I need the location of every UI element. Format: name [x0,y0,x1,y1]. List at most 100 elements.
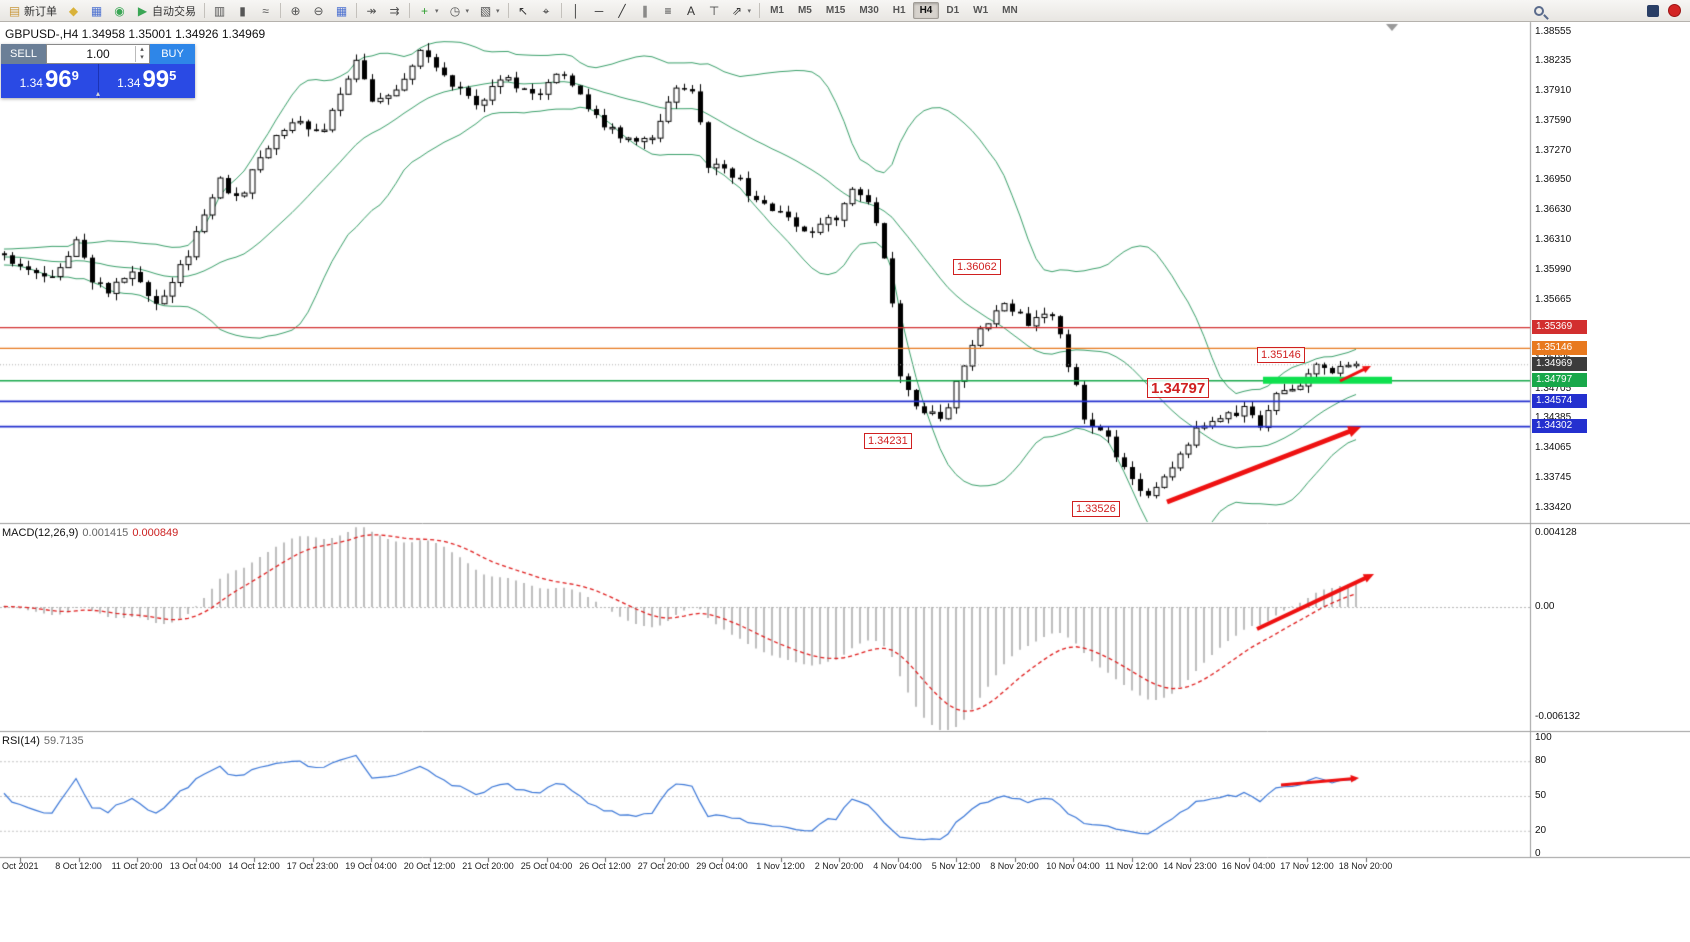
candlestick-chart-button[interactable]: ▮ [231,1,254,20]
toolbar-separator [507,3,509,18]
chart-shift-icon: ⇉ [389,3,400,18]
tile-windows-button[interactable]: ▦ [330,1,353,20]
crosshair-button[interactable]: ⌖ [535,1,558,20]
rsi-indicator-label: RSI(14) 59.7135 [2,735,84,747]
periods-button[interactable]: ◷ ▾ [444,1,475,20]
timeframe-d1-button[interactable]: D1 [939,2,966,19]
timeframe-h1-button[interactable]: H1 [886,2,913,19]
dropdown-caret-icon: ▾ [465,7,470,15]
bar-chart-button[interactable]: ▥ [208,1,231,20]
dropdown-caret-icon: ▾ [496,7,500,15]
channel-button[interactable]: ∥ [634,1,657,20]
auto-trading-button[interactable]: ▶ 自动交易 [131,1,201,20]
indicators-button[interactable]: + ▾ [413,1,444,20]
toolbar-separator [204,3,205,18]
zoom-out-button[interactable]: ⊖ [307,1,330,20]
buy-price-point: 5 [169,68,177,83]
new-order-icon: ▤ [8,3,21,18]
fibonacci-button[interactable]: ≡ [657,1,680,20]
line-chart-button[interactable]: ≈ [254,1,277,20]
symbol-ohlc-line: GBPUSD-,H4 1.34958 1.35001 1.34926 1.349… [5,27,266,41]
timeframe-m1-button[interactable]: M1 [763,2,791,19]
line-chart-icon: ≈ [262,3,269,18]
timeframe-m15-button[interactable]: M15 [819,2,852,19]
vertical-line-button[interactable]: │ [565,1,588,20]
auto-trading-icon: ▶ [137,3,148,18]
volume-spinner: ▴ ▾ [135,46,148,62]
zoom-in-button[interactable]: ⊕ [284,1,307,20]
timeframe-m5-button[interactable]: M5 [791,2,819,19]
zoom-in-icon: ⊕ [290,3,301,18]
fibonacci-icon: ≡ [664,3,672,18]
macd-value-signal: 0.000849 [132,527,179,539]
text-label-icon: ⊤ [708,3,720,18]
toolbar-right-icons [1534,4,1687,17]
candlestick-chart-icon: ▮ [239,3,246,18]
toolbar-separator [409,3,410,18]
macd-indicator-label: MACD(12,26,9) 0.001415 0.000849 [2,527,178,539]
community-icon[interactable] [1647,4,1659,17]
navigator-icon: ◉ [114,3,125,18]
dropdown-caret-icon: ▾ [747,7,752,15]
one-click-trading-panel: SELL 1.00 ▴ ▾ BUY 1.34 96 9 1.34 99 5 ▴ [1,44,195,98]
templates-button[interactable]: ▧ ▾ [474,1,505,20]
market-watch-button[interactable]: ▦ [85,1,108,20]
crosshair-icon: ⌖ [542,3,550,18]
buy-button[interactable]: BUY [150,44,195,64]
sell-button[interactable]: SELL [1,44,46,64]
auto-scroll-icon: ↠ [366,3,377,18]
toolbar-separator [759,3,761,18]
timeframe-h4-button[interactable]: H4 [912,2,940,19]
sell-price-display[interactable]: 1.34 96 9 [1,64,98,98]
new-order-button[interactable]: ▤ 新订单 [3,1,62,20]
text-button[interactable]: A [680,1,703,20]
macd-name: MACD(12,26,9) [2,527,79,539]
text-icon: A [687,3,696,18]
arrow-tools-icon: ⇗ [732,3,743,18]
auto-scroll-button[interactable]: ↠ [360,1,383,20]
rsi-value: 59.7135 [43,735,84,747]
timeframe-w1-button[interactable]: W1 [966,2,995,19]
chart-shift-button[interactable]: ⇉ [383,1,406,20]
sell-price-prefix: 1.34 [19,76,43,90]
profile-icon[interactable] [1668,4,1681,17]
templates-icon: ▧ [479,3,492,18]
arrow-tools-button[interactable]: ⇗ ▾ [726,1,757,20]
navigator-button[interactable]: ◉ [108,1,131,20]
trendline-icon: ╱ [618,3,626,18]
bar-chart-icon: ▥ [213,3,226,18]
indicators-icon: + [420,3,428,18]
metaeditor-icon: ◆ [68,3,79,18]
horizontal-line-button[interactable]: ─ [588,1,611,20]
volume-down-button[interactable]: ▾ [140,54,144,61]
buy-price-pips: 99 [142,66,170,93]
trade-panel-controls: SELL 1.00 ▴ ▾ BUY [1,44,195,64]
volume-up-button[interactable]: ▴ [140,46,144,53]
volume-value: 1.00 [86,47,110,61]
cursor-icon: ↖ [518,3,529,18]
market-watch-icon: ▦ [90,3,103,18]
buy-price-prefix: 1.34 [117,76,141,90]
timeframe-mn-button[interactable]: MN [995,2,1025,19]
sell-price-point: 9 [71,68,79,83]
volume-input[interactable]: 1.00 ▴ ▾ [46,44,150,64]
toolbar-separator [356,3,357,18]
text-label-button[interactable]: ⊤ [703,1,726,20]
auto-trading-button-label: 自动交易 [152,5,196,18]
zoom-out-icon: ⊖ [313,3,324,18]
vertical-line-icon: │ [572,3,580,18]
search-icon[interactable] [1534,5,1544,16]
new-order-button-label: 新订单 [24,5,57,18]
trendline-button[interactable]: ╱ [611,1,634,20]
metaeditor-button[interactable]: ◆ [62,1,85,20]
spread-caret-icon: ▴ [95,89,101,98]
tile-windows-icon: ▦ [335,3,348,18]
buy-price-display[interactable]: 1.34 99 5 [97,64,195,98]
toolbar-separator [560,3,562,18]
rsi-name: RSI(14) [2,735,40,747]
timeframe-m30-button[interactable]: M30 [852,2,885,19]
cursor-button[interactable]: ↖ [512,1,535,20]
toolbar-separator [280,3,281,18]
